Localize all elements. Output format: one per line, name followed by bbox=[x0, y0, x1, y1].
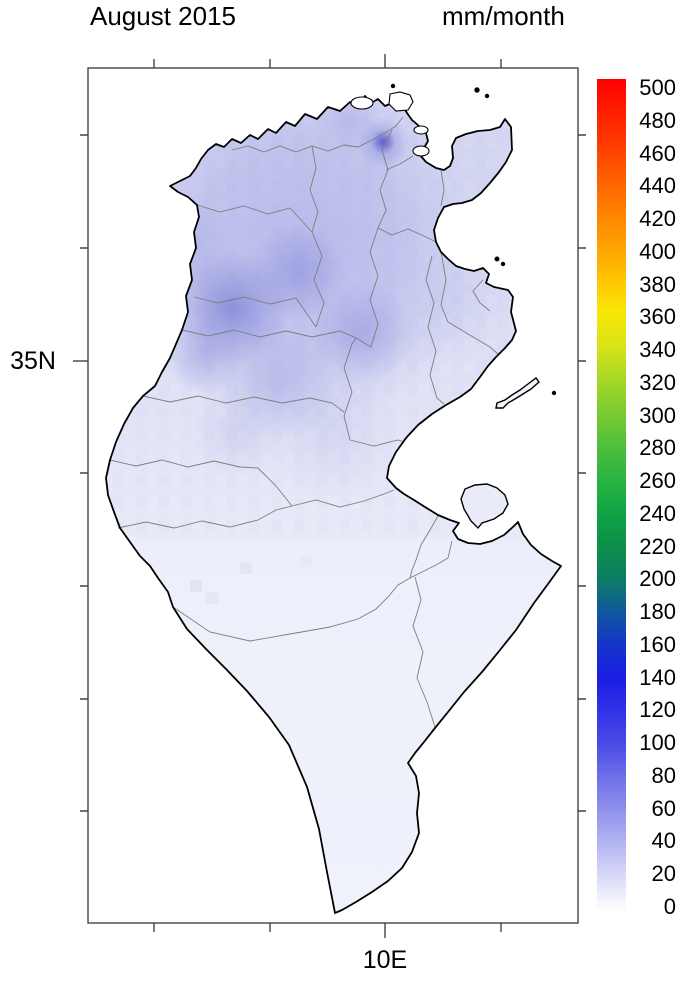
colorbar-tick-label: 80 bbox=[651, 762, 676, 788]
colorbar-tick-label: 460 bbox=[639, 140, 676, 166]
colorbar-tick-label: 120 bbox=[639, 697, 676, 723]
colorbar-tick-label: 400 bbox=[639, 238, 676, 264]
zembra-islet bbox=[474, 87, 480, 93]
colorbar-tick-label: 280 bbox=[639, 435, 676, 461]
islands bbox=[390, 83, 557, 530]
colorbar-tick-label: 380 bbox=[639, 271, 676, 297]
colorbar-tick-label: 220 bbox=[639, 533, 676, 559]
precipitation-fill bbox=[106, 96, 561, 913]
colorbar-tick-label: 160 bbox=[639, 631, 676, 657]
kuriat-islet bbox=[500, 261, 506, 267]
axis-ticks bbox=[73, 54, 586, 938]
units-label: mm/month bbox=[442, 1, 565, 31]
islet bbox=[551, 390, 557, 396]
kuriat-islet bbox=[494, 256, 500, 262]
djerba-island bbox=[460, 483, 509, 530]
colorbar-tick-label: 20 bbox=[651, 861, 676, 887]
colorbar-tick-label: 440 bbox=[639, 173, 676, 199]
colorbar-tick-label: 40 bbox=[651, 828, 676, 854]
colorbar-tick-label: 0 bbox=[663, 894, 676, 919]
colorbar-tick-label: 100 bbox=[639, 730, 676, 756]
zembretta-islet bbox=[484, 93, 490, 99]
colorbar-tick-label: 420 bbox=[639, 206, 676, 232]
colorbar-tick-label: 360 bbox=[639, 304, 676, 330]
lat-tick-label: 35N bbox=[10, 347, 56, 375]
lon-tick-label: 10E bbox=[362, 946, 408, 974]
cani-islet bbox=[390, 83, 396, 89]
lake-bizerte bbox=[388, 91, 414, 112]
plot-title: August 2015 bbox=[90, 1, 237, 31]
colorbar-tick-label: 140 bbox=[639, 664, 676, 690]
lake-ichkeul bbox=[350, 96, 374, 110]
colorbar-tick-label: 260 bbox=[639, 468, 676, 494]
colorbar-tick-label: 200 bbox=[639, 566, 676, 592]
lakes bbox=[350, 91, 430, 157]
map-frame bbox=[73, 54, 586, 938]
colorbar-tick-label: 480 bbox=[639, 107, 676, 133]
ghar-el-melh-lagoon bbox=[413, 125, 429, 135]
colorbar-tick-label: 320 bbox=[639, 369, 676, 395]
admin-boundaries bbox=[109, 116, 499, 728]
colorbar-tick-label: 500 bbox=[639, 75, 676, 100]
colorbar-tick-label: 300 bbox=[639, 402, 676, 428]
lake-tunis bbox=[412, 145, 430, 157]
kerkennah-islands bbox=[495, 377, 540, 409]
colorbar-tick-label: 340 bbox=[639, 337, 676, 363]
colorbar-tick-label: 240 bbox=[639, 500, 676, 526]
colorbar-tick-label: 180 bbox=[639, 599, 676, 625]
colorbar-tick-label: 60 bbox=[651, 795, 676, 821]
colorbar bbox=[597, 79, 626, 911]
country-border bbox=[105, 95, 562, 914]
